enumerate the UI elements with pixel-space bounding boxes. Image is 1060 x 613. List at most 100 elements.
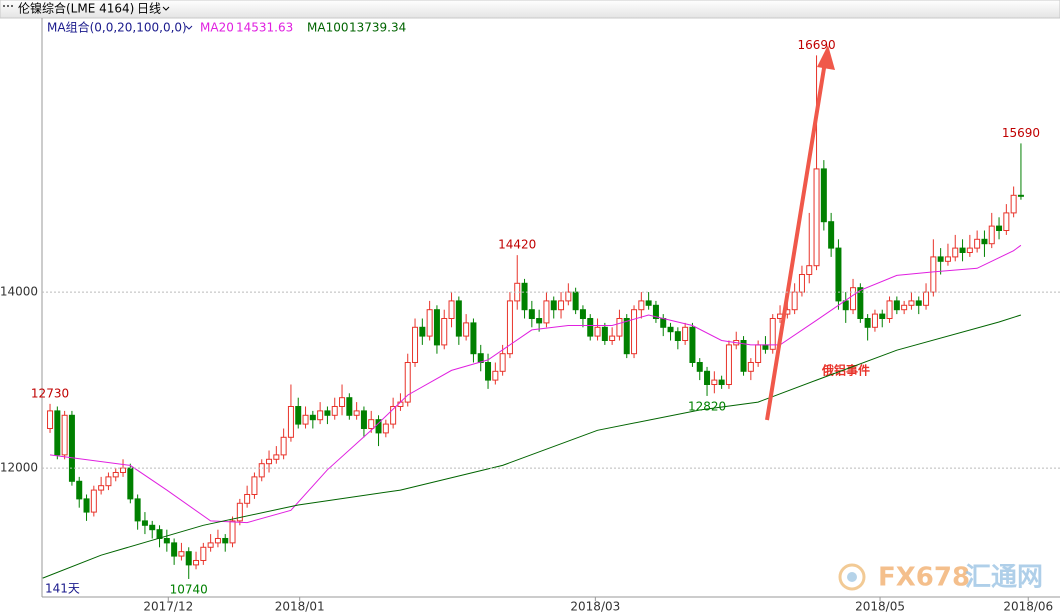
candle-body bbox=[448, 300, 455, 319]
indicator-selector[interactable]: MA组合(0,0,20,100,0,0) bbox=[47, 20, 187, 35]
candle-body bbox=[536, 317, 543, 324]
high-label: 15690 bbox=[1002, 126, 1040, 140]
candle-body bbox=[638, 300, 645, 311]
candle-body bbox=[353, 410, 360, 416]
candle-body bbox=[959, 247, 966, 254]
candle-body bbox=[244, 493, 251, 504]
candle-body bbox=[747, 361, 754, 372]
candle-body bbox=[725, 344, 732, 385]
y-tick-label: 12000 bbox=[0, 461, 38, 475]
candle-body bbox=[412, 326, 419, 363]
ma20-name: MA20 bbox=[200, 21, 234, 35]
candle-body bbox=[704, 370, 711, 385]
candle-body bbox=[54, 410, 61, 456]
candle-body bbox=[609, 335, 616, 341]
candle-body bbox=[930, 256, 937, 293]
candle-body bbox=[966, 247, 973, 254]
candle-body bbox=[317, 410, 324, 421]
candle-body bbox=[769, 317, 776, 350]
x-tick-label: 2018/01 bbox=[275, 600, 325, 613]
menu-icon[interactable] bbox=[3, 5, 13, 7]
candle-body bbox=[798, 274, 805, 293]
candle-body bbox=[309, 414, 316, 421]
candle-body bbox=[755, 344, 762, 363]
candle-body bbox=[163, 537, 170, 544]
candle-body bbox=[579, 309, 586, 319]
high-label: 14420 bbox=[498, 238, 536, 252]
candle-body bbox=[718, 379, 725, 385]
candle-body bbox=[667, 326, 674, 333]
candle-body bbox=[828, 221, 835, 249]
candle-body bbox=[404, 361, 411, 403]
candle-body bbox=[915, 300, 922, 306]
candle-body bbox=[711, 379, 718, 385]
candle-body bbox=[112, 471, 119, 478]
low-label: 12820 bbox=[688, 399, 726, 413]
candle-body bbox=[791, 291, 798, 311]
candle-body bbox=[996, 225, 1003, 232]
candle-body bbox=[141, 520, 148, 526]
candle-body bbox=[740, 339, 747, 372]
candle-body bbox=[426, 309, 433, 337]
candle-body bbox=[499, 353, 506, 372]
candle-body bbox=[908, 300, 915, 306]
candle-body bbox=[280, 436, 287, 456]
candle-body bbox=[295, 405, 302, 425]
x-tick-label: 2018/05 bbox=[855, 600, 905, 613]
indicator-chevron[interactable] bbox=[185, 25, 193, 30]
candle-body bbox=[850, 287, 857, 311]
candle-body bbox=[463, 322, 470, 337]
candle-body bbox=[886, 300, 893, 319]
candle-body bbox=[565, 291, 572, 302]
ma100-value: 13739.34 bbox=[349, 21, 406, 35]
candle-body bbox=[857, 287, 864, 319]
candle-body bbox=[1003, 212, 1010, 232]
watermark-cn: 汇通网 bbox=[965, 563, 1043, 593]
low-label: 10740 bbox=[170, 582, 208, 596]
header-bar bbox=[0, 0, 1060, 19]
candle-body bbox=[455, 300, 462, 337]
candle-body bbox=[682, 326, 689, 341]
candle-body bbox=[441, 317, 448, 346]
candle-body bbox=[944, 256, 951, 262]
x-tick-label: 2018/06 bbox=[1003, 600, 1053, 613]
candle-body bbox=[47, 410, 54, 429]
candle-body bbox=[601, 326, 608, 341]
candle-body bbox=[689, 326, 696, 363]
candle-body bbox=[952, 247, 959, 258]
candle-body bbox=[696, 361, 703, 372]
candle-body bbox=[302, 414, 309, 425]
period-chevron[interactable] bbox=[162, 6, 170, 11]
candle-body bbox=[506, 300, 513, 355]
candle-body bbox=[61, 414, 68, 456]
candle-body bbox=[806, 265, 813, 276]
candle-body bbox=[193, 559, 200, 566]
candle-body bbox=[674, 331, 681, 341]
candle-body bbox=[1010, 194, 1017, 214]
candle-body bbox=[616, 317, 623, 337]
ma20-value: 14531.63 bbox=[236, 21, 293, 35]
candle-body bbox=[229, 520, 236, 544]
candle-body bbox=[623, 317, 630, 355]
instrument-title[interactable]: 伦镍综合(LME 4164) bbox=[18, 1, 134, 16]
candle-body bbox=[521, 282, 528, 311]
candle-body bbox=[879, 313, 886, 319]
candle-body bbox=[813, 168, 820, 267]
candle-body bbox=[558, 300, 565, 311]
candle-body bbox=[543, 300, 550, 324]
candle-body bbox=[251, 476, 258, 495]
watermark-logo bbox=[838, 563, 866, 591]
candle-body bbox=[631, 309, 638, 355]
candle-body bbox=[893, 300, 900, 311]
candle-body bbox=[433, 309, 440, 346]
candle-body bbox=[660, 317, 667, 328]
candle-body bbox=[974, 238, 981, 249]
high-label: 16690 bbox=[797, 38, 835, 52]
candle-body bbox=[594, 326, 601, 337]
candle-body bbox=[835, 247, 842, 302]
period-selector[interactable]: 日线 bbox=[137, 2, 161, 16]
candle-body bbox=[185, 551, 192, 566]
candle-body bbox=[485, 361, 492, 381]
candle-body bbox=[923, 291, 930, 306]
